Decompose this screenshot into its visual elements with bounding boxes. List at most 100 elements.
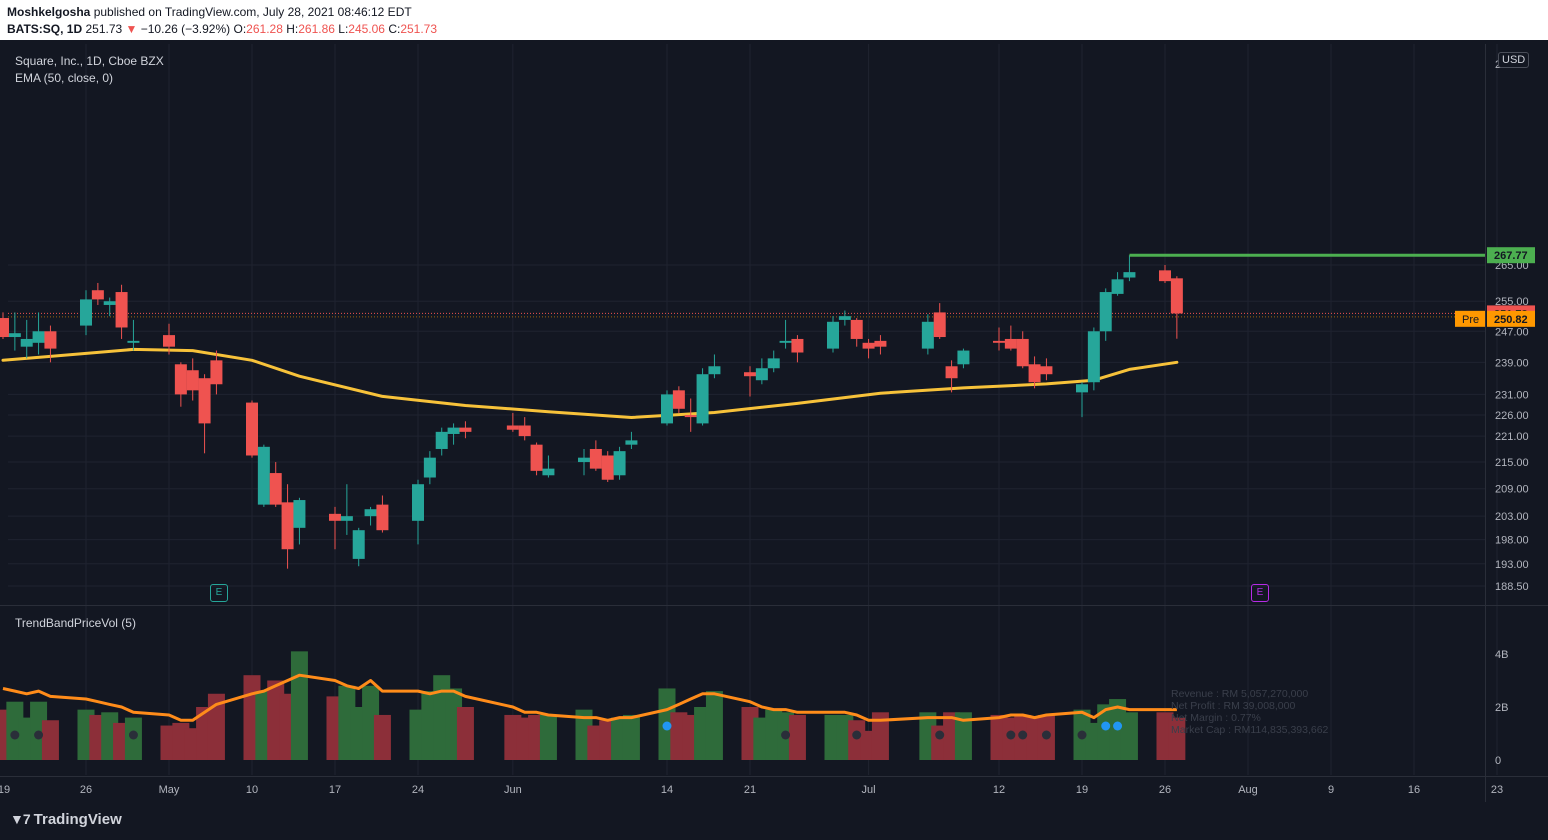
candle-body <box>1099 292 1112 332</box>
candle-body <box>1111 279 1124 294</box>
trend-dot <box>34 730 44 740</box>
currency-button[interactable]: USD <box>1498 52 1530 68</box>
candle-body <box>838 316 851 320</box>
candle-body <box>589 448 602 469</box>
open-label: O: <box>233 22 247 36</box>
earnings-badge-upcoming[interactable]: E <box>1251 584 1269 602</box>
price-change: −10.26 (−3.92%) <box>140 22 231 36</box>
candle-body <box>613 451 626 476</box>
candle-body <box>376 504 389 531</box>
candle-body <box>874 340 887 347</box>
close-value: 251.73 <box>400 22 438 36</box>
publish-line: Moshkelgosha published on TradingView.co… <box>7 5 412 19</box>
volume-axis-label: 4B <box>1495 649 1508 661</box>
time-axis-label-partial: 19 <box>0 784 10 796</box>
candle-body <box>827 321 839 349</box>
author-link[interactable]: Moshkelgosha <box>7 5 91 19</box>
candle-body <box>174 364 187 395</box>
symbol-label: BATS:SQ, 1D <box>7 22 83 36</box>
price-axis-label: 239.00 <box>1495 357 1529 369</box>
close-label: C: <box>388 22 401 36</box>
trend-dot <box>1113 721 1123 731</box>
low-label: L: <box>338 22 349 36</box>
price-axis-label: 231.00 <box>1495 389 1529 401</box>
candle-body <box>32 331 45 343</box>
candle-body <box>340 516 353 521</box>
candle-body <box>364 509 377 517</box>
candle-body <box>44 331 57 349</box>
volume-bar <box>290 651 308 760</box>
main-pane-title: Square, Inc., 1D, Cboe BZX <box>15 54 164 68</box>
ema50-line <box>1 347 1179 419</box>
trend-dot <box>935 730 945 740</box>
candle-body <box>281 502 294 550</box>
candle-body <box>198 378 211 424</box>
candle-body <box>933 312 946 338</box>
volume-bar <box>622 714 640 760</box>
candle-body <box>127 340 140 343</box>
candle-body <box>862 342 875 349</box>
candle-body <box>661 394 673 424</box>
time-axis-label: 16 <box>1408 784 1420 796</box>
publish-text: published on TradingView.com, July 28, 2… <box>93 5 412 19</box>
trend-dot <box>1077 730 1087 740</box>
volume-bar <box>456 707 474 760</box>
time-axis-label: Aug <box>1238 784 1258 796</box>
price-axis-label: 193.00 <box>1495 559 1529 571</box>
time-axis-label: 9 <box>1328 784 1334 796</box>
ohlc-line: BATS:SQ, 1D 251.73 ▼ −10.26 (−3.92%) O:2… <box>7 22 437 36</box>
candle-body <box>163 335 175 347</box>
price-axis-label: 188.50 <box>1495 581 1529 593</box>
trend-dot <box>1006 730 1016 740</box>
volume-bar <box>207 693 225 760</box>
time-axis-label: 21 <box>744 784 756 796</box>
fundamental-net-margin: Net Margin : 0.77% <box>1171 712 1261 724</box>
time-axis-label: 19 <box>1076 784 1088 796</box>
high-price-tag-bg <box>1487 247 1535 264</box>
volume-bar <box>539 714 557 760</box>
candle-body <box>530 444 543 471</box>
time-axis-label: Jul <box>862 784 876 796</box>
price-axis-label: 226.00 <box>1495 410 1529 422</box>
time-axis-label: 26 <box>80 784 92 796</box>
candle-body <box>1076 384 1088 393</box>
trend-dot <box>1018 730 1028 740</box>
time-axis-label: 26 <box>1159 784 1171 796</box>
candle-body <box>957 350 970 365</box>
candle-body <box>423 457 436 478</box>
candle-body <box>447 427 460 434</box>
candle-body <box>435 431 448 449</box>
price-axis-label: 221.00 <box>1495 431 1529 443</box>
candle-body <box>625 440 638 445</box>
price-axis-label: 255.00 <box>1495 296 1529 308</box>
candle-body <box>708 366 721 375</box>
volume-ma-line <box>2 673 1177 722</box>
candle-body <box>1159 270 1171 282</box>
time-axis-label: 17 <box>329 784 341 796</box>
earnings-badge-past[interactable]: E <box>210 584 228 602</box>
time-axis-label: Jun <box>504 784 522 796</box>
price-axis-label: 198.00 <box>1495 535 1529 547</box>
volume-axis-label: 0 <box>1495 755 1501 767</box>
ema-indicator-label[interactable]: EMA (50, close, 0) <box>15 71 114 85</box>
trend-dot <box>128 730 138 740</box>
footer-bar <box>0 802 1548 840</box>
candle-body <box>542 468 555 476</box>
candle-body <box>1170 278 1183 314</box>
tradingview-logo[interactable]: ▼7 TradingView <box>10 811 122 828</box>
brand-text: TradingView <box>33 811 122 828</box>
candle-body <box>696 374 709 424</box>
candle-body <box>329 513 341 521</box>
candle-body <box>791 338 804 353</box>
candle-body <box>8 333 21 338</box>
trend-dot <box>781 730 791 740</box>
candle-body <box>1004 338 1017 349</box>
volume-bar <box>373 714 391 760</box>
fundamental-net-profit: Net Profit : RM 39,008,000 <box>1171 700 1296 712</box>
time-axis-label: May <box>159 784 180 796</box>
fundamental-market-cap: Market Cap : RM114,835,393,662 <box>1171 724 1329 736</box>
candle-body <box>850 319 863 339</box>
time-axis-label: 12 <box>993 784 1005 796</box>
pre-price-tag: 250.82 <box>1494 314 1528 326</box>
